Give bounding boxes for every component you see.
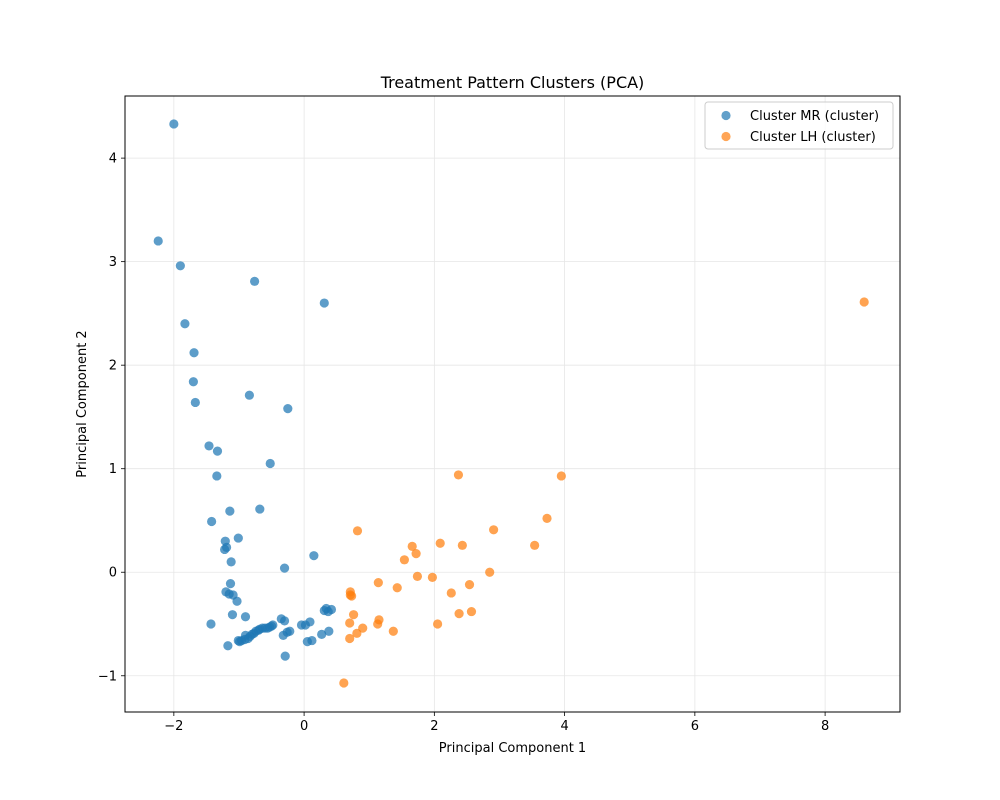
x-tick-label: 2 [430, 719, 438, 734]
data-point [188, 377, 198, 387]
data-point [457, 540, 467, 550]
data-point [225, 506, 235, 516]
data-point [244, 390, 254, 400]
x-tick-label: −2 [164, 719, 183, 734]
data-point [221, 542, 232, 552]
data-point [309, 551, 319, 561]
data-point [859, 297, 869, 307]
data-point [300, 620, 310, 630]
data-point [223, 641, 233, 651]
data-point [348, 610, 359, 620]
y-axis-label: Principal Component 2 [75, 330, 90, 477]
data-point [232, 596, 242, 606]
data-point [212, 471, 222, 481]
data-point [352, 628, 362, 638]
y-tick-label: 0 [109, 566, 117, 581]
data-point [233, 533, 243, 543]
plot-area [125, 96, 900, 712]
data-point [265, 458, 275, 469]
data-point [466, 606, 477, 617]
legend-label-lh: Cluster LH (cluster) [750, 130, 876, 145]
data-point [169, 119, 179, 129]
data-point [283, 404, 293, 414]
data-point [399, 555, 409, 565]
plot-frame [124, 95, 901, 713]
data-point [207, 516, 217, 527]
data-point [227, 610, 238, 620]
x-tick-label: 8 [821, 719, 829, 734]
data-point [226, 557, 236, 567]
data-point [175, 261, 185, 271]
legend-marker-mr [721, 110, 731, 121]
data-point [345, 618, 355, 628]
data-point [326, 604, 337, 615]
series-1 [339, 297, 869, 688]
data-point [189, 348, 199, 358]
data-point [373, 619, 383, 629]
data-point [556, 471, 566, 481]
data-point [279, 563, 290, 573]
data-point [240, 612, 251, 622]
grid [125, 96, 900, 712]
data-point [392, 583, 402, 593]
data-point [407, 541, 417, 551]
data-point [345, 633, 355, 644]
data-point [453, 470, 464, 480]
chart-title: Treatment Pattern Clusters (PCA) [380, 73, 645, 92]
data-point [454, 609, 464, 619]
x-tick-label: 0 [300, 719, 308, 734]
data-point [250, 276, 260, 286]
data-point [485, 567, 495, 577]
data-point [446, 588, 456, 598]
series-0 [153, 119, 337, 661]
data-point [411, 549, 421, 559]
data-point [433, 619, 443, 629]
data-point [324, 626, 334, 636]
x-axis-label: Principal Component 1 [439, 741, 586, 756]
x-tick-label: 6 [691, 719, 699, 734]
data-point [180, 319, 190, 329]
data-point [255, 504, 265, 514]
data-point [388, 626, 398, 636]
data-point [190, 397, 200, 408]
data-point [279, 616, 290, 626]
data-point [489, 525, 499, 535]
data-point [435, 538, 445, 548]
data-point [412, 571, 423, 581]
data-point [153, 236, 163, 246]
data-point [235, 637, 245, 647]
data-point [280, 651, 290, 661]
data-point [307, 635, 317, 646]
data-point [464, 580, 475, 590]
data-point [427, 572, 437, 583]
data-point [542, 513, 552, 524]
y-tick-label: 4 [109, 152, 117, 167]
data-point [345, 590, 355, 600]
y-tick-label: 3 [109, 255, 117, 270]
legend-box [704, 101, 894, 150]
data-point [530, 540, 540, 550]
data-point [352, 526, 363, 536]
y-tick-label: 1 [109, 462, 117, 477]
legend-label-mr: Cluster MR (cluster) [750, 109, 879, 124]
legend: Cluster MR (cluster) Cluster LH (cluster… [704, 101, 894, 150]
data-point [225, 579, 236, 589]
y-tick-label: −1 [98, 669, 117, 684]
axis-ticks: −2 0 2 4 6 8 −1 0 1 2 3 4 [98, 152, 829, 734]
x-tick-label: 4 [560, 719, 568, 734]
data-point [206, 619, 216, 629]
y-tick-label: 2 [109, 359, 117, 374]
data-point [204, 441, 214, 451]
data-point [339, 678, 349, 688]
data-point [373, 577, 383, 588]
data-point [319, 298, 329, 308]
data-point [317, 629, 327, 639]
legend-marker-lh [721, 131, 731, 142]
data-points [153, 119, 869, 688]
data-point [278, 630, 288, 640]
data-point [212, 446, 223, 456]
